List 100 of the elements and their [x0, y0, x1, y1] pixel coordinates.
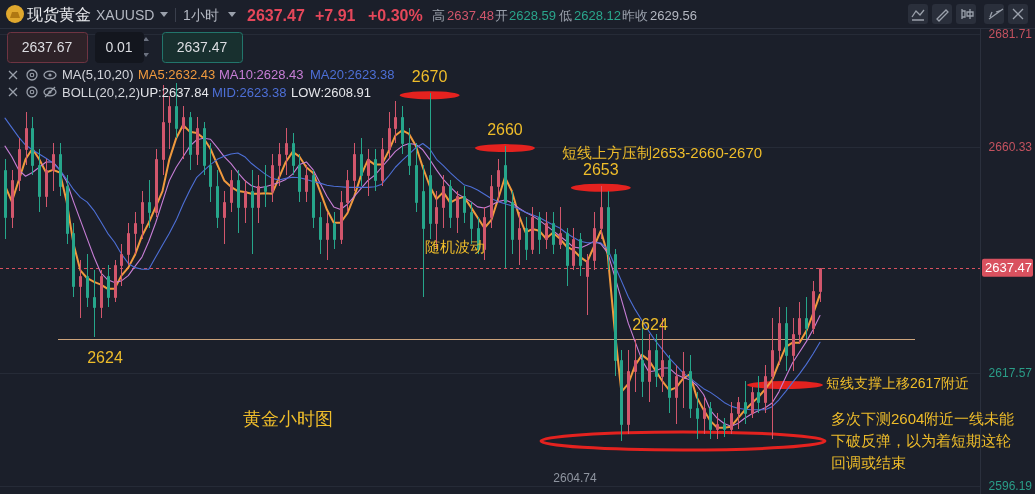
candlestick [237, 169, 240, 234]
candlestick [682, 351, 685, 409]
candlestick [792, 317, 795, 372]
text: 高 [432, 8, 445, 23]
chart-subtitle: XAUUSD [96, 7, 155, 23]
candlestick [223, 190, 226, 245]
candlestick [38, 148, 41, 213]
candlestick [703, 396, 706, 435]
chart-title: 现货黄金 [27, 6, 91, 23]
candlestick [723, 417, 726, 438]
annotation: 短线上方压制2653-2660-2670 [562, 144, 763, 161]
candlestick [148, 179, 151, 229]
candlestick [127, 222, 130, 266]
y-tick-label: 2617.57 [988, 365, 1033, 380]
candlestick [737, 396, 740, 430]
candlestick [388, 111, 391, 160]
candlestick [415, 142, 418, 213]
candlestick [709, 401, 712, 440]
candlestick [381, 137, 384, 187]
candlestick [675, 364, 678, 425]
annotation: 2670 [411, 68, 448, 86]
candlestick [559, 206, 562, 250]
candlestick [696, 391, 699, 440]
candlestick [586, 253, 589, 316]
candlestick [408, 127, 411, 176]
candlestick [141, 190, 144, 240]
candlestick [614, 248, 617, 377]
candlestick [305, 164, 308, 203]
candlestick [319, 201, 322, 255]
candlestick [730, 401, 733, 435]
candlestick [244, 179, 247, 224]
candlestick [394, 100, 397, 144]
candlestick [600, 185, 603, 240]
candlestick [449, 179, 452, 229]
text: 2628.12 [574, 8, 621, 23]
annotation: 2604.74 [553, 471, 598, 485]
text: 2628.59 [509, 8, 556, 23]
text: 昨收 [622, 8, 648, 23]
text: 多次下测2604附近一线未能下破反弹，以为着短期这轮回调或结束 [831, 410, 1015, 471]
candlestick [312, 169, 315, 229]
text: 低 [559, 8, 572, 23]
candlestick [463, 185, 466, 224]
annotation: 2637.47 [176, 39, 228, 55]
candlestick [182, 105, 185, 160]
candlestick [120, 243, 123, 287]
annotation: BOLL(20,2,2) [62, 85, 141, 100]
candlestick [627, 349, 630, 435]
candlestick [86, 253, 89, 308]
candlestick [209, 142, 212, 203]
candlestick [764, 364, 767, 414]
candlestick [251, 169, 254, 255]
candlestick [442, 174, 445, 229]
candlestick [579, 232, 582, 277]
candlestick [771, 317, 774, 440]
candlestick [545, 211, 548, 250]
candlestick [155, 148, 158, 218]
legend: MA5:2632.43 MA10:2628.43 MA20:2623.38 [138, 67, 395, 82]
candlestick [566, 227, 569, 287]
candlestick [45, 158, 48, 208]
candlestick [285, 127, 288, 176]
candlestick [66, 174, 69, 245]
candlestick [812, 280, 815, 335]
candlestick [531, 206, 534, 255]
candlestick [52, 142, 55, 192]
candlestick [93, 269, 96, 338]
candlestick [538, 211, 541, 255]
annotation: MID:2623.38 [212, 85, 287, 100]
y-tick-label: 2596.19 [988, 478, 1033, 493]
y-tick-label: 2681.71 [988, 27, 1033, 42]
candlestick [333, 211, 336, 250]
candlestick [668, 354, 671, 414]
candlestick [819, 267, 822, 303]
text: 2637.48 [447, 8, 494, 23]
candlestick [216, 169, 219, 229]
text: +7.91 [315, 7, 356, 24]
candlestick [11, 169, 14, 229]
candlestick [429, 92, 432, 240]
candlestick [757, 375, 760, 414]
candlestick [271, 153, 274, 203]
candlestick [504, 145, 507, 269]
candlestick [374, 148, 377, 192]
candlestick [59, 142, 62, 197]
candlestick [805, 296, 808, 340]
candlestick [346, 169, 349, 213]
candlestick [31, 116, 34, 176]
candlestick [689, 354, 692, 419]
candlestick [353, 142, 356, 192]
annotation: 黄金小时图 [243, 409, 333, 429]
candlestick [401, 105, 404, 155]
candlestick [552, 211, 555, 255]
text: 2637.47 [247, 7, 305, 24]
candlestick [100, 269, 103, 319]
candlestick [456, 190, 459, 234]
annotation: 2637.67 [21, 39, 73, 55]
candlestick [196, 116, 199, 166]
candlestick [593, 211, 596, 271]
candlestick [634, 338, 637, 393]
text: 短线支撑上移2617附近 [826, 375, 970, 391]
candlestick [203, 121, 206, 176]
candlestick [525, 216, 528, 261]
